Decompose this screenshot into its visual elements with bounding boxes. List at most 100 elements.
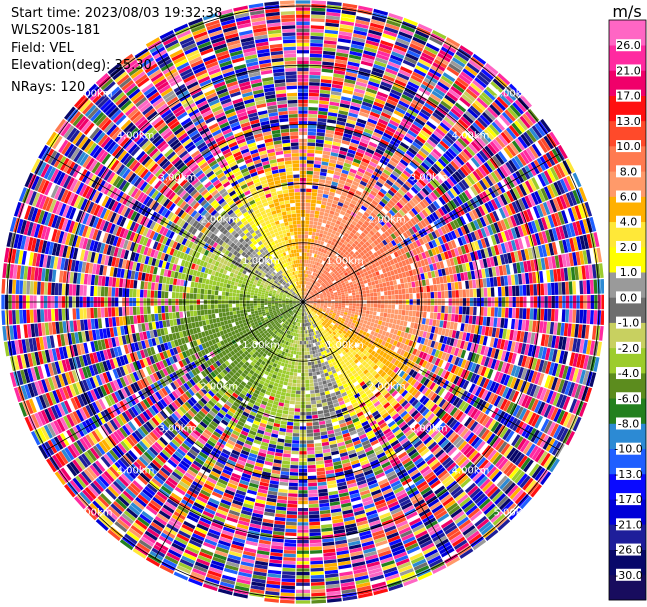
velocity-gate <box>366 321 371 326</box>
velocity-gate <box>315 294 320 297</box>
velocity-gate <box>312 296 317 299</box>
velocity-gate <box>549 167 560 181</box>
velocity-gate <box>307 156 315 161</box>
velocity-gate <box>350 199 357 206</box>
velocity-gate <box>335 285 339 289</box>
velocity-gate <box>446 275 451 283</box>
velocity-gate <box>291 443 299 448</box>
velocity-gate <box>326 243 331 248</box>
velocity-gate <box>328 280 333 284</box>
velocity-gate <box>391 207 398 214</box>
velocity-gate <box>391 309 395 314</box>
velocity-gate <box>497 307 502 318</box>
velocity-gate <box>371 15 387 23</box>
velocity-gate <box>467 127 478 138</box>
velocity-gate <box>318 488 328 493</box>
velocity-gate <box>463 148 473 159</box>
velocity-gate <box>360 138 370 145</box>
velocity-gate <box>374 128 384 136</box>
velocity-gate <box>483 226 491 237</box>
velocity-gate <box>390 313 395 319</box>
velocity-gate <box>489 141 500 153</box>
velocity-gate <box>403 135 414 144</box>
velocity-gate <box>414 138 424 147</box>
velocity-gate <box>529 284 534 296</box>
velocity-gate <box>342 235 347 241</box>
velocity-gate <box>431 239 438 248</box>
velocity-gate <box>398 31 413 40</box>
velocity-gate <box>475 168 485 179</box>
velocity-gate <box>310 43 323 47</box>
velocity-gate <box>415 30 430 39</box>
velocity-gate <box>357 274 362 279</box>
velocity-gate <box>364 258 370 263</box>
velocity-gate <box>458 314 463 323</box>
velocity-gate <box>319 295 324 297</box>
velocity-gate <box>478 166 487 177</box>
velocity-gate <box>387 176 396 184</box>
velocity-gate <box>318 218 323 223</box>
velocity-gate <box>424 141 435 151</box>
velocity-gate <box>361 101 373 108</box>
velocity-gate <box>333 174 340 180</box>
velocity-gate <box>330 241 335 246</box>
velocity-gate <box>337 113 348 119</box>
velocity-gate <box>287 503 298 508</box>
velocity-gate <box>472 170 482 181</box>
velocity-gate <box>314 442 322 447</box>
velocity-gate <box>366 293 371 297</box>
velocity-gate <box>372 131 383 139</box>
velocity-gate <box>461 314 466 323</box>
velocity-gate <box>569 352 576 367</box>
velocity-gate <box>360 161 369 168</box>
velocity-gate <box>309 299 314 301</box>
velocity-gate <box>341 307 345 310</box>
velocity-gate <box>384 129 395 137</box>
velocity-gate <box>306 433 314 437</box>
velocity-gate <box>316 225 322 230</box>
velocity-gate <box>313 425 320 430</box>
velocity-gate <box>303 330 306 334</box>
velocity-gate <box>381 135 391 143</box>
velocity-gate <box>359 240 365 246</box>
velocity-gate <box>366 307 371 311</box>
velocity-gate <box>449 175 458 185</box>
velocity-gate <box>341 282 346 286</box>
velocity-gate <box>317 114 328 119</box>
velocity-gate <box>376 291 381 296</box>
velocity-gate <box>476 136 487 148</box>
field-label: Field: VEL <box>11 40 74 56</box>
velocity-gate <box>346 263 351 268</box>
velocity-gate <box>426 305 431 312</box>
velocity-gate <box>409 126 420 135</box>
velocity-gate <box>480 248 486 259</box>
velocity-gate <box>356 118 367 125</box>
velocity-gate <box>562 351 569 365</box>
velocity-gate <box>378 219 386 227</box>
velocity-gate <box>589 310 594 325</box>
velocity-gate <box>430 291 435 299</box>
velocity-gate <box>333 138 342 144</box>
velocity-gate <box>331 87 342 93</box>
velocity-gate <box>308 372 313 377</box>
velocity-gate <box>385 23 400 31</box>
velocity-gate <box>359 226 365 232</box>
velocity-gate <box>577 204 586 219</box>
velocity-gate <box>318 384 324 390</box>
velocity-gate <box>392 279 398 285</box>
velocity-gate <box>551 255 557 269</box>
velocity-gate <box>376 243 382 250</box>
velocity-gate <box>496 96 509 109</box>
velocity-gate <box>577 324 583 339</box>
velocity-gate <box>304 355 308 359</box>
velocity-gate <box>433 254 439 263</box>
velocity-gate <box>435 160 445 170</box>
velocity-gate <box>582 339 588 354</box>
velocity-gate <box>308 295 312 298</box>
velocity-gate <box>363 320 368 325</box>
velocity-gate <box>342 253 347 259</box>
velocity-gate <box>367 164 376 171</box>
velocity-gate <box>311 279 314 283</box>
velocity-gate <box>440 313 445 321</box>
velocity-gate <box>295 600 311 604</box>
